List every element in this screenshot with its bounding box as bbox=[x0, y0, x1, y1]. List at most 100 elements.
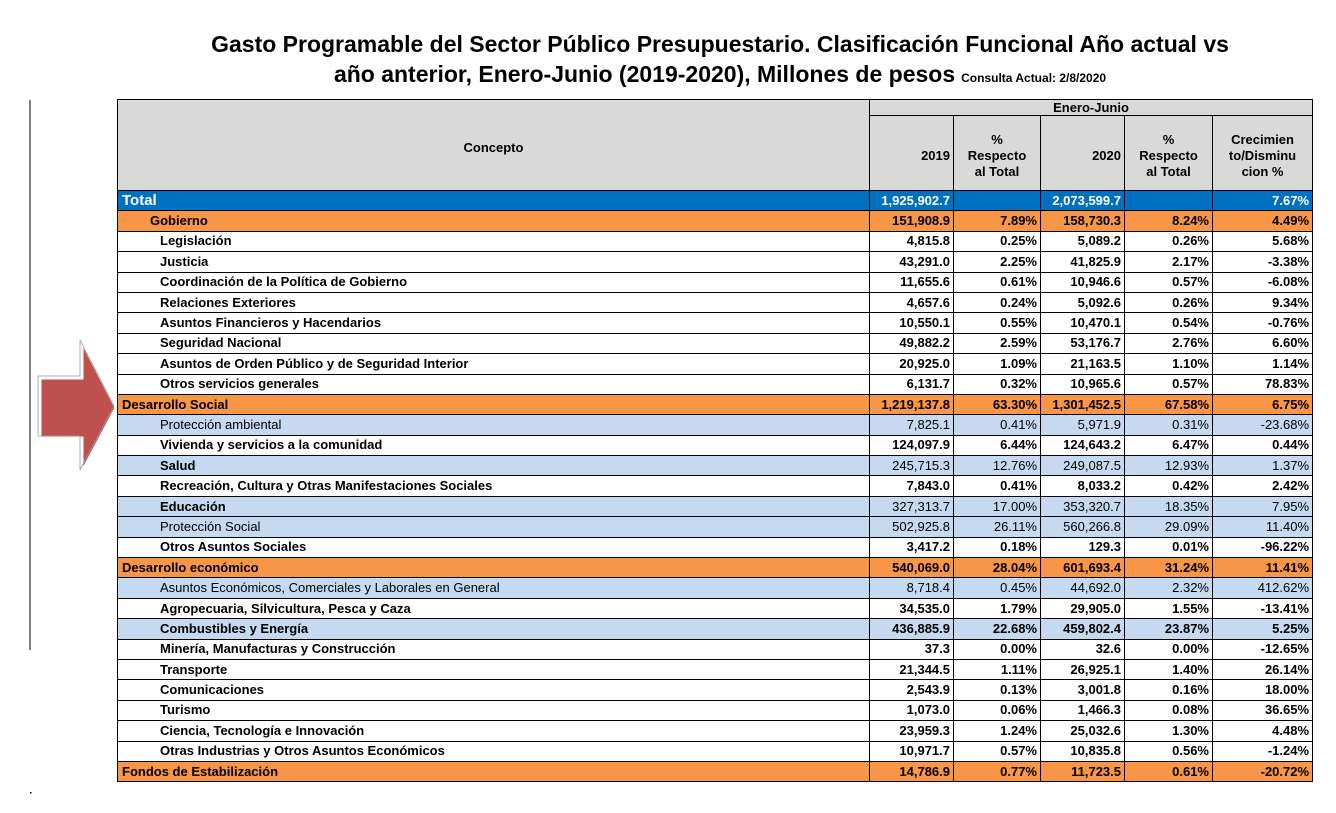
cell-value: 12.76% bbox=[953, 455, 1041, 477]
cell-value: 21,344.5 bbox=[869, 658, 954, 681]
cell-value: 10,550.1 bbox=[869, 312, 954, 334]
cell-value: 6.47% bbox=[1124, 434, 1213, 457]
cell-concept: Asuntos Económicos, Comerciales y Labora… bbox=[117, 577, 870, 599]
cell-concept: Coordinación de la Política de Gobierno bbox=[117, 271, 870, 293]
cell-value: 1.79% bbox=[953, 597, 1041, 620]
cell-value: 5,092.6 bbox=[1040, 291, 1125, 314]
cell-value: 4.48% bbox=[1211, 720, 1314, 742]
header-row: 2019% Respecto al Total 2020% Respecto al Tot… bbox=[118, 115, 1314, 191]
cell-concept: Educación bbox=[117, 495, 870, 518]
cell-value: 0.18% bbox=[953, 536, 1041, 559]
cell-value: 0.57% bbox=[1124, 271, 1213, 293]
column-header-line: Concepto bbox=[463, 140, 524, 155]
cell-value: 5,089.2 bbox=[1040, 230, 1125, 253]
cell-value: -20.72% bbox=[1211, 760, 1314, 783]
cell-value: 0.55% bbox=[953, 312, 1041, 334]
data-table: Concepto Enero-Junio 2019% Respecto al Total… bbox=[117, 99, 1314, 783]
cell-concept: Comunicaciones bbox=[117, 679, 870, 701]
cell-value: 0.44% bbox=[1211, 434, 1314, 457]
column-header: 2020 bbox=[1040, 115, 1125, 191]
cell-value: 11,723.5 bbox=[1040, 760, 1125, 783]
cell-value: 26,925.1 bbox=[1040, 658, 1125, 681]
table-row: Otras Industrias y Otros Asuntos Económi… bbox=[117, 740, 1314, 762]
table-row: Turismo 1,073.0 0.06% 1,466.3 0.08% 36.65% bbox=[117, 699, 1314, 722]
cell-value: 23.87% bbox=[1124, 618, 1213, 640]
cell-value: 1.14% bbox=[1211, 353, 1314, 375]
cell-concept: Justicia bbox=[117, 251, 870, 273]
cell-value: 12.93% bbox=[1124, 455, 1213, 477]
cell-value: 6,131.7 bbox=[869, 373, 954, 395]
column-header: % Respecto al Total bbox=[1124, 115, 1213, 191]
cell-value: 3,001.8 bbox=[1040, 679, 1125, 701]
table-row: Total 1,925,902.7 2,073,599.7 7.67% bbox=[117, 189, 1314, 212]
table-row: Coordinación de la Política de Gobierno 1… bbox=[117, 271, 1314, 293]
cell-value: 1.09% bbox=[953, 353, 1041, 375]
cell-value: 158,730.3 bbox=[1040, 210, 1125, 232]
cell-value bbox=[1124, 189, 1213, 212]
table-row: Vivienda y servicios a la comunidad 124,0… bbox=[117, 434, 1314, 457]
cell-value: 0.54% bbox=[1124, 312, 1213, 334]
cell-value: 10,965.6 bbox=[1040, 373, 1125, 395]
cell-value bbox=[953, 189, 1041, 212]
table-body: Total 1,925,902.7 2,073,599.7 7.67% Gobierno… bbox=[117, 189, 1314, 783]
cell-value: 34,535.0 bbox=[869, 597, 954, 620]
cell-value: 10,835.8 bbox=[1040, 740, 1125, 762]
table-row: Protección ambiental 7,825.1 0.41% 5,971.9 0… bbox=[117, 414, 1314, 436]
table-row: Legislación 4,815.8 0.25% 5,089.2 0.26% 5.68% bbox=[117, 230, 1314, 253]
table-row: Agropecuaria, Silvicultura, Pesca y Caza… bbox=[117, 597, 1314, 620]
cell-value: 0.57% bbox=[1124, 373, 1213, 395]
cell-value: 1,073.0 bbox=[869, 699, 954, 722]
cell-value: 7.67% bbox=[1211, 189, 1314, 212]
title: Gasto Programable del Sector Público Pre… bbox=[211, 31, 1229, 57]
table-row: Desarrollo económico 540,069.0 28.04% 601,6… bbox=[117, 557, 1314, 579]
cell-value: 1,466.3 bbox=[1040, 699, 1125, 722]
cell-value: -1.24% bbox=[1211, 740, 1314, 762]
table-row: Desarrollo Social 1,219,137.8 63.30% 1,301,… bbox=[117, 393, 1314, 416]
table-row: Minería, Manufacturas y Construcción 37.3… bbox=[117, 638, 1314, 660]
column-header: 2019 bbox=[869, 115, 954, 191]
cell-value: 2.42% bbox=[1211, 475, 1314, 497]
cell-value: 10,470.1 bbox=[1040, 312, 1125, 334]
cell-value: 6.75% bbox=[1211, 393, 1314, 416]
cell-value: 32.6 bbox=[1040, 638, 1125, 660]
cell-value: 10,971.7 bbox=[869, 740, 954, 762]
cell-concept: Fondos de Estabilización bbox=[117, 760, 870, 783]
table-row: Combustibles y Energía 436,885.9 22.68% 459… bbox=[117, 618, 1314, 640]
table-row: Otros Asuntos Sociales 3,417.2 0.18% 129.3 0… bbox=[117, 536, 1314, 559]
cell-concept: Turismo bbox=[117, 699, 870, 722]
cell-value: 0.26% bbox=[1124, 230, 1213, 253]
cell-value: 151,908.9 bbox=[869, 210, 954, 232]
cell-concept: Legislación bbox=[117, 230, 870, 253]
cell-value: 17.00% bbox=[953, 495, 1041, 518]
column-header-line: al Total bbox=[1146, 164, 1191, 179]
cell-value: 49,882.2 bbox=[869, 332, 954, 355]
cell-value: 31.24% bbox=[1124, 557, 1213, 579]
cell-value: 6.44% bbox=[953, 434, 1041, 457]
cell-value: 29.09% bbox=[1124, 516, 1213, 538]
column-header-line: al Total bbox=[974, 164, 1020, 179]
cell-concept: Protección Social bbox=[117, 516, 870, 538]
cell-value: 1,925,902.7 bbox=[869, 189, 954, 212]
arrow-outline bbox=[37, 339, 115, 471]
cell-concept: Otras Industrias y Otros Asuntos Económi… bbox=[117, 740, 870, 762]
cell-value: 502,925.8 bbox=[869, 516, 954, 538]
cell-value: 0.13% bbox=[953, 679, 1041, 701]
cell-value: 44,692.0 bbox=[1040, 577, 1125, 599]
table-row: Educación 327,313.7 17.00% 353,320.7 18.35% 7… bbox=[117, 495, 1314, 518]
cell-value: 129.3 bbox=[1040, 536, 1125, 559]
cell-value: 0.25% bbox=[953, 230, 1041, 253]
cell-value: 43,291.0 bbox=[869, 251, 954, 273]
cell-value: 327,313.7 bbox=[869, 495, 954, 518]
cell-value: 459,802.4 bbox=[1040, 618, 1125, 640]
cell-value: 7.89% bbox=[953, 210, 1041, 232]
cell-value: 2,543.9 bbox=[869, 679, 954, 701]
cell-value: 8,033.2 bbox=[1040, 475, 1125, 497]
table-row: Otros servicios generales 6,131.7 0.32% 10,… bbox=[117, 373, 1314, 395]
cell-value: 3,417.2 bbox=[869, 536, 954, 559]
cell-value: 78.83% bbox=[1211, 373, 1314, 395]
cell-value: 0.45% bbox=[953, 577, 1041, 599]
table-row: Comunicaciones 2,543.9 0.13% 3,001.8 0.16% 18… bbox=[117, 679, 1314, 701]
column-header-line: % bbox=[991, 132, 1003, 147]
table-row: Transporte 21,344.5 1.11% 26,925.1 1.40% 26.1… bbox=[117, 658, 1314, 681]
cell-value: 41,825.9 bbox=[1040, 251, 1125, 273]
